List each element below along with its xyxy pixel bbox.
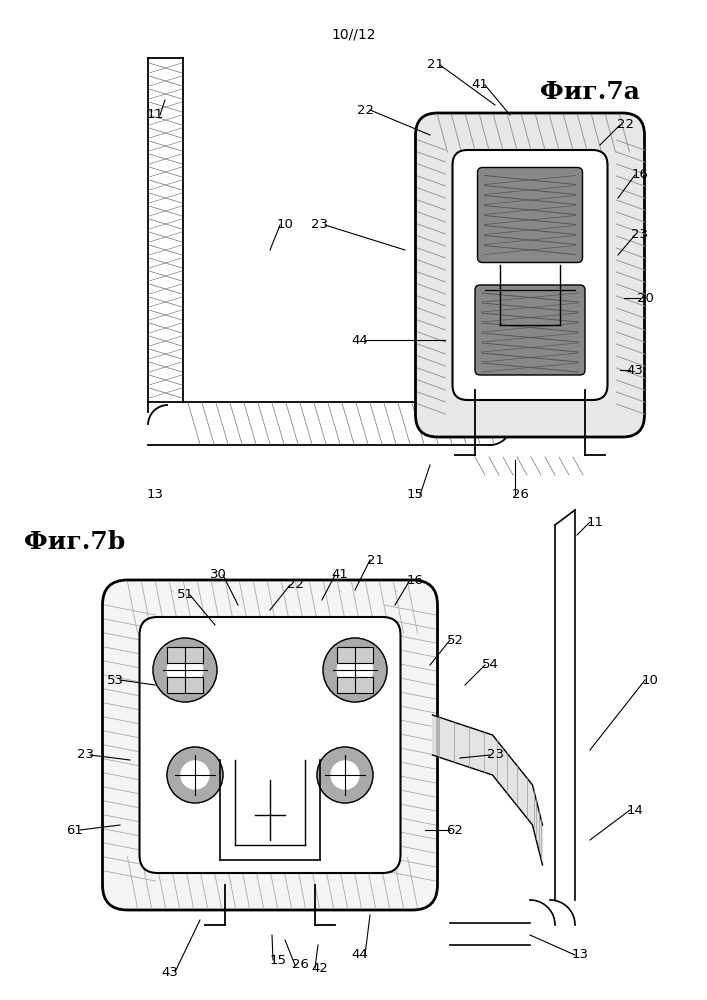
Text: 26: 26 [291,958,308,972]
Text: Фиг.7b: Фиг.7b [24,530,126,554]
Text: 44: 44 [351,334,368,347]
Text: 10: 10 [276,219,293,232]
Text: 42: 42 [312,962,329,974]
Text: 61: 61 [66,824,83,836]
Text: 11: 11 [146,108,163,121]
Circle shape [181,761,209,789]
Text: 22: 22 [356,104,373,116]
Text: 22: 22 [286,578,303,591]
Text: 13: 13 [571,948,588,962]
Polygon shape [433,715,542,865]
Text: 41: 41 [332,568,349,582]
FancyBboxPatch shape [452,150,607,400]
FancyBboxPatch shape [477,167,583,262]
Circle shape [317,747,373,803]
Text: 16: 16 [407,574,423,586]
Text: 23: 23 [312,219,329,232]
Circle shape [331,761,359,789]
Text: 23: 23 [486,748,503,762]
Text: 13: 13 [146,488,163,502]
Text: 21: 21 [426,58,443,72]
Text: 30: 30 [209,568,226,582]
Circle shape [337,652,373,688]
FancyBboxPatch shape [139,617,400,873]
FancyBboxPatch shape [103,580,438,910]
Text: 44: 44 [351,948,368,962]
Text: 20: 20 [636,292,653,304]
Text: 15: 15 [269,954,286,966]
Bar [167,677,203,693]
Bar [167,647,203,663]
Text: 52: 52 [447,634,464,647]
Circle shape [323,638,387,702]
Text: 43: 43 [162,966,178,978]
Text: 10//12: 10//12 [332,28,375,42]
Text: 23: 23 [631,229,648,241]
FancyBboxPatch shape [475,285,585,375]
Text: 54: 54 [481,658,498,672]
Bar [337,647,373,663]
Bar [337,677,373,693]
Circle shape [153,638,217,702]
Text: 10: 10 [641,674,658,686]
Text: 43: 43 [626,363,643,376]
Circle shape [168,652,203,688]
FancyBboxPatch shape [416,113,645,437]
Text: 15: 15 [407,488,423,502]
Text: Фиг.7а: Фиг.7а [540,80,640,104]
Text: 53: 53 [107,674,124,686]
Circle shape [167,747,223,803]
Text: 23: 23 [76,748,93,762]
Text: 21: 21 [366,554,383,566]
Text: 41: 41 [472,79,489,92]
Text: 22: 22 [617,118,633,131]
Text: 11: 11 [587,516,604,528]
Text: 16: 16 [631,168,648,182]
Text: 51: 51 [177,588,194,601]
Text: 26: 26 [512,488,528,502]
Text: 62: 62 [447,824,463,836]
Text: 14: 14 [626,804,643,816]
